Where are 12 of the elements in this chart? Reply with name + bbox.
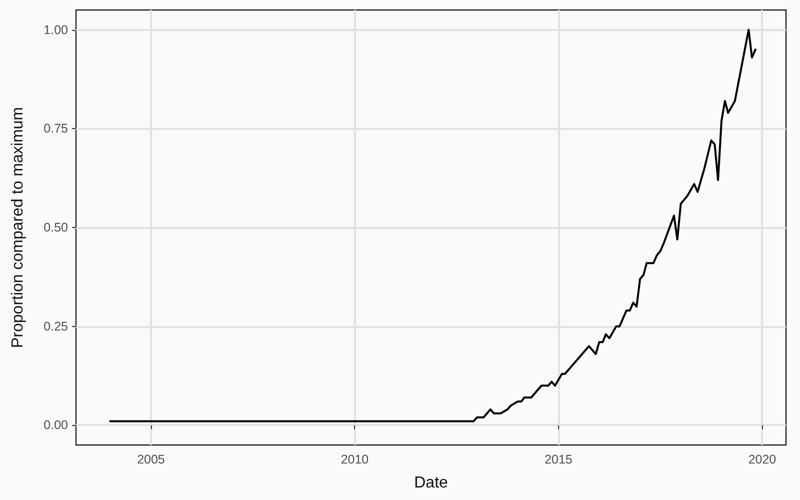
y-tick-label: 0.25	[44, 319, 68, 334]
line-series	[109, 28, 756, 422]
x-tick-label: 2010	[340, 452, 369, 466]
x-tick-label: 2005	[137, 452, 165, 466]
x-axis-title: Date	[414, 474, 448, 492]
y-tick-label: 0.75	[44, 122, 68, 136]
x-tick-label: 2015	[544, 452, 572, 466]
y-tick-label: 0.50	[44, 220, 68, 234]
y-axis-title: Proportion compared to maximum	[10, 107, 26, 348]
x-tick-label: 2020	[748, 452, 776, 466]
y-tick-label: 0.00	[44, 418, 68, 432]
y-tick-label: 1.00	[44, 22, 68, 37]
